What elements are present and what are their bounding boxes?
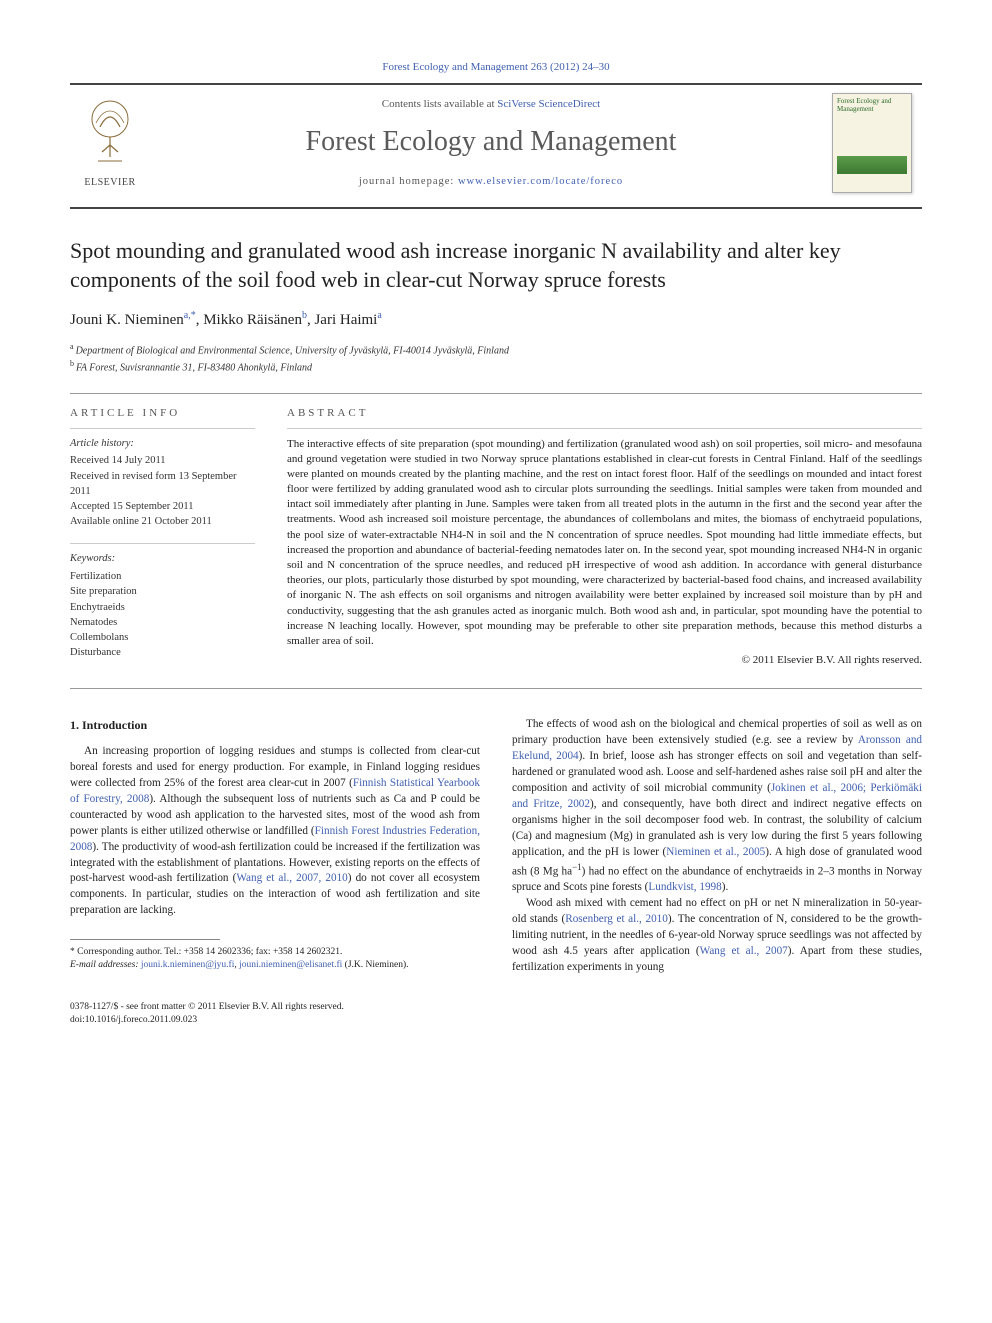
cover-thumb-block: Forest Ecology and Management xyxy=(832,93,922,193)
email-2-link[interactable]: jouni.nieminen@elisanet.fi xyxy=(239,960,342,970)
homepage-prefix: journal homepage: xyxy=(359,176,458,187)
email-tail: (J.K. Nieminen). xyxy=(342,960,408,970)
abstract-copyright: © 2011 Elsevier B.V. All rights reserved… xyxy=(287,653,922,668)
email-label: E-mail addresses: xyxy=(70,960,141,970)
history-lines: Received 14 July 2011 Received in revise… xyxy=(70,453,255,529)
affil-text-b: FA Forest, Suvisrannantie 31, FI-83480 A… xyxy=(76,362,312,373)
info-rule-1 xyxy=(70,428,255,429)
p2f: ). xyxy=(722,881,729,893)
email-1-link[interactable]: jouni.k.nieminen@jyu.fi xyxy=(141,960,234,970)
homepage-link[interactable]: www.elsevier.com/locate/foreco xyxy=(458,176,623,187)
abstract-head: abstract xyxy=(287,406,922,421)
keyword-2: Site preparation xyxy=(70,584,255,599)
author-list: Jouni K. Nieminena,*, Mikko Räisänenb, J… xyxy=(70,309,922,331)
journal-title: Forest Ecology and Management xyxy=(150,122,832,161)
intro-text-left: An increasing proportion of logging resi… xyxy=(70,744,480,919)
keywords-lines: Fertilization Site preparation Enchytrae… xyxy=(70,569,255,660)
cover-text: Forest Ecology and Management xyxy=(837,97,891,113)
sciencedirect-link[interactable]: SciVerse ScienceDirect xyxy=(497,98,600,110)
intro-heading: 1. Introduction xyxy=(70,717,480,734)
elsevier-label: ELSEVIER xyxy=(70,176,150,190)
ref-wang-2007-2010[interactable]: Wang et al., 2007, 2010 xyxy=(236,872,347,884)
journal-ref-text: Forest Ecology and Management 263 (2012)… xyxy=(382,61,609,73)
contents-prefix: Contents lists available at xyxy=(382,98,497,110)
body-col-left: 1. Introduction An increasing proportion… xyxy=(70,717,480,1027)
ref-lundkvist[interactable]: Lundkvist, 1998 xyxy=(648,881,721,893)
banner-center: Contents lists available at SciVerse Sci… xyxy=(150,97,832,190)
article-title: Spot mounding and granulated wood ash in… xyxy=(70,237,922,294)
history-label: Article history: xyxy=(70,437,255,452)
elsevier-tree-icon xyxy=(82,97,138,169)
keyword-6: Disturbance xyxy=(70,645,255,660)
affil-text-a: Department of Biological and Environment… xyxy=(76,345,509,356)
author-3-affil: a xyxy=(377,310,381,321)
journal-cover-thumb: Forest Ecology and Management xyxy=(832,93,912,193)
exponent: −1 xyxy=(572,862,582,872)
affiliation-b: bFA Forest, Suvisrannantie 31, FI-83480 … xyxy=(70,358,922,375)
doi-line: doi:10.1016/j.foreco.2011.09.023 xyxy=(70,1014,480,1027)
article-info-column: article info Article history: Received 1… xyxy=(70,406,255,668)
history-revised: Received in revised form 13 September 20… xyxy=(70,469,255,499)
abstract-rule xyxy=(287,428,922,429)
contents-line: Contents lists available at SciVerse Sci… xyxy=(150,97,832,112)
footnote-rule xyxy=(70,939,220,940)
article-info-head: article info xyxy=(70,406,255,421)
history-received: Received 14 July 2011 xyxy=(70,453,255,468)
body-col-right: The effects of wood ash on the biologica… xyxy=(512,717,922,1027)
author-1-affil: a,* xyxy=(184,310,196,321)
spacer xyxy=(70,689,922,717)
top-rule xyxy=(70,393,922,394)
ref-rosenberg[interactable]: Rosenberg et al., 2010 xyxy=(565,913,668,925)
ref-nieminen-2005[interactable]: Nieminen et al., 2005 xyxy=(666,846,765,858)
journal-reference-line: Forest Ecology and Management 263 (2012)… xyxy=(70,60,922,75)
keyword-5: Collembolans xyxy=(70,630,255,645)
abstract-text: The interactive effects of site preparat… xyxy=(287,437,922,649)
publisher-logo-block: ELSEVIER xyxy=(70,97,150,190)
keyword-1: Fertilization xyxy=(70,569,255,584)
affiliation-a: aDepartment of Biological and Environmen… xyxy=(70,341,922,358)
ref-wang-2007[interactable]: Wang et al., 2007 xyxy=(700,945,788,957)
cover-green-strip xyxy=(837,156,907,174)
intro-para-2: The effects of wood ash on the biologica… xyxy=(512,717,922,896)
email-line: E-mail addresses: jouni.k.nieminen@jyu.f… xyxy=(70,959,480,972)
abstract-column: abstract The interactive effects of site… xyxy=(287,406,922,668)
info-abstract-row: article info Article history: Received 1… xyxy=(70,406,922,668)
history-accepted: Accepted 15 September 2011 xyxy=(70,499,255,514)
front-matter-line: 0378-1127/$ - see front matter © 2011 El… xyxy=(70,1001,480,1014)
author-3: , Jari Haimi xyxy=(307,312,377,328)
intro-para-3: Wood ash mixed with cement had no effect… xyxy=(512,896,922,976)
affil-label-b: b xyxy=(70,359,74,368)
affiliations: aDepartment of Biological and Environmen… xyxy=(70,341,922,376)
keyword-3: Enchytraeids xyxy=(70,600,255,615)
journal-banner: ELSEVIER Contents lists available at Sci… xyxy=(70,83,922,209)
affil-label-a: a xyxy=(70,342,74,351)
author-1: Jouni K. Nieminen xyxy=(70,312,184,328)
body-columns: 1. Introduction An increasing proportion… xyxy=(70,717,922,1027)
info-rule-2 xyxy=(70,543,255,544)
history-online: Available online 21 October 2011 xyxy=(70,514,255,529)
intro-para-1: An increasing proportion of logging resi… xyxy=(70,744,480,919)
author-2: , Mikko Räisänen xyxy=(196,312,302,328)
corresponding-author: * Corresponding author. Tel.: +358 14 26… xyxy=(70,946,480,959)
bottom-matter: 0378-1127/$ - see front matter © 2011 El… xyxy=(70,1001,480,1028)
footnotes: * Corresponding author. Tel.: +358 14 26… xyxy=(70,946,480,973)
homepage-line: journal homepage: www.elsevier.com/locat… xyxy=(150,175,832,190)
page-container: Forest Ecology and Management 263 (2012)… xyxy=(0,0,992,1067)
intro-text-right: The effects of wood ash on the biologica… xyxy=(512,717,922,975)
keyword-4: Nematodes xyxy=(70,615,255,630)
keywords-label: Keywords: xyxy=(70,552,255,567)
